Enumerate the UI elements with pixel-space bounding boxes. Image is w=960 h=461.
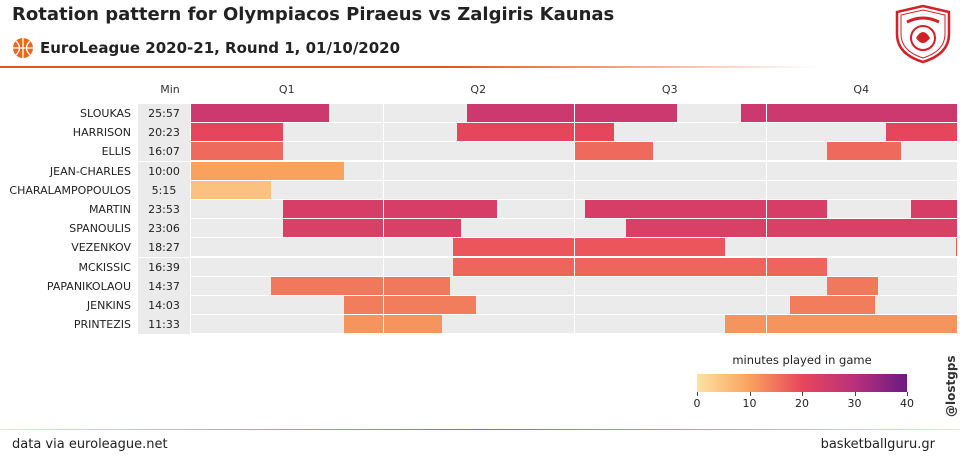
- stint-bar: [740, 104, 957, 122]
- player-name: CHARALAMPOPOULOS: [9, 183, 131, 197]
- stint-bar: [282, 200, 498, 218]
- stint-bar: [191, 142, 283, 161]
- player-row: PRINTEZIS 11:33: [0, 315, 960, 335]
- author-handle: @lostgps: [944, 355, 958, 417]
- stint-bar: [191, 180, 272, 199]
- player-row: JENKINS 14:03: [0, 296, 960, 315]
- legend-tick: [697, 392, 698, 396]
- stint-bar: [191, 161, 345, 180]
- player-row: SPANOULIS 23:06: [0, 219, 960, 239]
- quarter-divider: [382, 104, 384, 335]
- player-name: VEZENKOV: [71, 241, 131, 255]
- stint-bar: [826, 276, 879, 295]
- data-source-note: data via euroleague.net: [12, 437, 168, 452]
- quarter-divider: [765, 104, 767, 335]
- footer-divider: [0, 429, 960, 430]
- stint-bar: [625, 219, 957, 238]
- legend-tick: [854, 392, 856, 396]
- stint-bar: [282, 219, 461, 238]
- player-row: HARRISON 20:23: [0, 123, 960, 143]
- player-row: SLOUKAS 25:57: [0, 104, 960, 123]
- stint-bar: [344, 315, 442, 334]
- stint-bar: [466, 104, 678, 122]
- player-minutes: 11:33: [138, 315, 190, 335]
- legend-tick-label: 20: [795, 397, 809, 410]
- stint-bar: [344, 296, 477, 314]
- stint-bar: [886, 123, 957, 142]
- player-name: HARRISON: [72, 126, 131, 140]
- player-minutes: 16:07: [138, 142, 190, 162]
- player-name: JEAN-CHARLES: [49, 164, 131, 178]
- quarter-label-q3: Q3: [661, 83, 678, 96]
- player-minutes: 25:57: [138, 104, 190, 123]
- chart-subtitle: EuroLeague 2020-21, Round 1, 01/10/2020: [40, 39, 401, 57]
- stint-bar: [191, 123, 283, 142]
- header-divider: [0, 66, 820, 68]
- player-minutes: 14:37: [138, 276, 190, 296]
- stint-bar: [725, 315, 957, 334]
- quarter-label-q2: Q2: [470, 83, 487, 96]
- player-name: SLOUKAS: [80, 107, 131, 120]
- legend-tick-label: 0: [693, 397, 701, 410]
- player-name: ELLIS: [101, 145, 131, 159]
- stint-bar: [585, 200, 827, 218]
- player-row: CHARALAMPOPOULOS 5:15: [0, 180, 960, 200]
- player-row: PAPANIKOLAOU 14:37: [0, 276, 960, 296]
- legend-tick: [802, 392, 803, 396]
- player-minutes: 18:27: [138, 238, 190, 258]
- stint-bar: [652, 257, 827, 276]
- player-name: PRINTEZIS: [73, 318, 131, 332]
- player-name: MCKISSIC: [78, 260, 131, 274]
- legend-tick: [749, 392, 751, 396]
- player-minutes: 23:06: [138, 219, 190, 239]
- legend-title: minutes played in game: [732, 353, 872, 367]
- player-name: MARTIN: [88, 203, 131, 216]
- stint-bar: [453, 257, 653, 276]
- player-minutes: 14:03: [138, 296, 190, 315]
- stint-bar: [453, 238, 726, 257]
- player-row: MARTIN 23:53: [0, 200, 960, 219]
- quarter-label-q1: Q1: [278, 83, 295, 96]
- legend-tick-label: 40: [900, 397, 914, 410]
- player-name: PAPANIKOLAOU: [46, 279, 131, 293]
- stint-bar: [574, 142, 653, 161]
- player-name: JENKINS: [86, 299, 131, 312]
- quarter-divider: [574, 104, 575, 335]
- stint-bar: [956, 238, 958, 257]
- player-minutes: 5:15: [138, 180, 190, 200]
- stint-bar: [911, 200, 957, 218]
- legend-tick-label: 30: [847, 397, 862, 410]
- player-minutes: 16:39: [138, 257, 190, 277]
- player-name: SPANOULIS: [69, 222, 131, 236]
- legend-tick: [907, 392, 908, 396]
- euroleague-ball-icon: [13, 38, 33, 58]
- player-row: VEZENKOV 18:27: [0, 238, 960, 258]
- subtitle-row: EuroLeague 2020-21, Round 1, 01/10/2020: [12, 36, 400, 60]
- min-column-header: Min: [160, 83, 180, 96]
- legend-tick-label: 10: [742, 397, 757, 410]
- player-minutes: 20:23: [138, 123, 190, 143]
- stint-bar: [271, 276, 450, 295]
- player-row: MCKISSIC 16:39: [0, 257, 960, 277]
- stint-bar: [457, 123, 615, 142]
- olympiacos-logo: [895, 4, 951, 64]
- stint-bar: [826, 142, 902, 161]
- site-credit: basketballguru.gr: [820, 437, 935, 452]
- stint-bar: [790, 296, 875, 314]
- player-row: ELLIS 16:07: [0, 142, 960, 162]
- chart-title: Rotation pattern for Olympiacos Piraeus …: [12, 4, 615, 25]
- player-minutes: 10:00: [138, 161, 190, 181]
- player-row: JEAN-CHARLES 10:00: [0, 161, 960, 181]
- legend-colorbar: [697, 374, 907, 392]
- quarter-label-q4: Q4: [853, 83, 870, 96]
- stint-bar: [191, 104, 329, 122]
- player-minutes: 23:53: [138, 200, 190, 219]
